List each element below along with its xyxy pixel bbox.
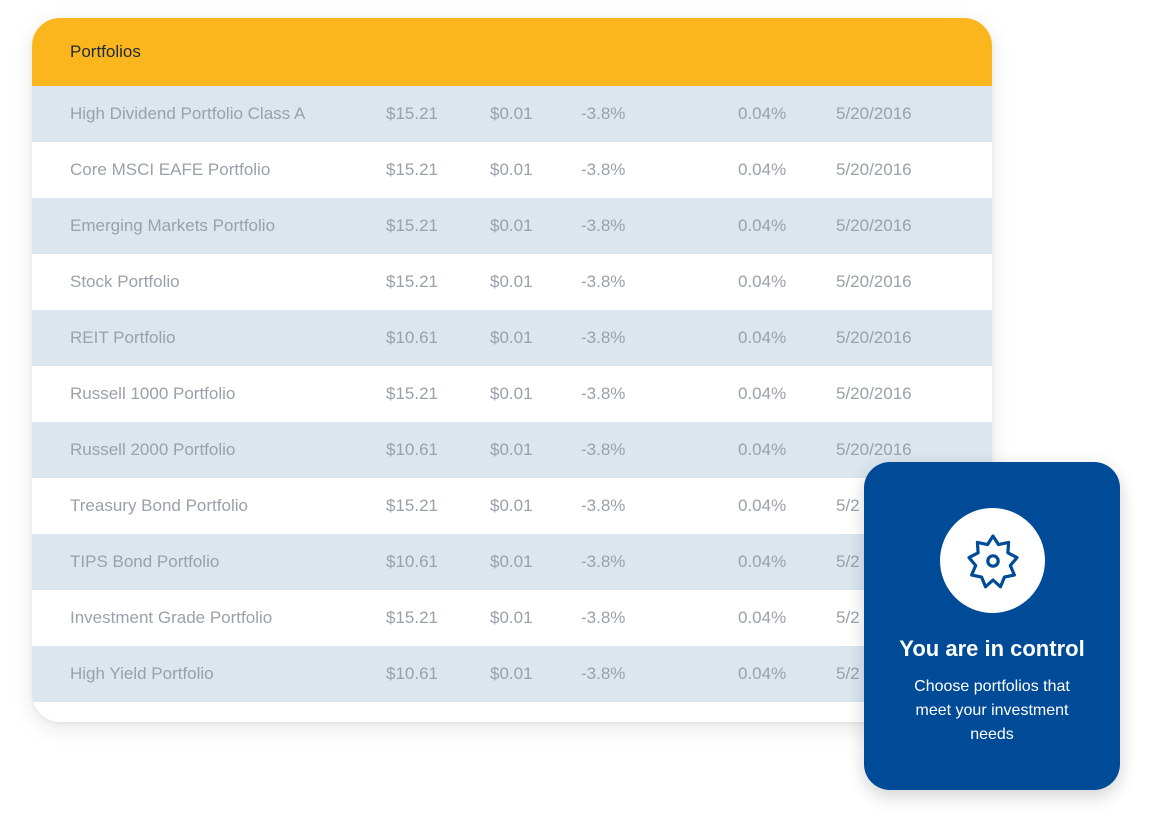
portfolio-date: 5/2 — [836, 664, 860, 683]
portfolio-price: $15.21 — [386, 384, 438, 403]
portfolio-price: $10.61 — [386, 664, 438, 683]
table-row[interactable]: Treasury Bond Portfolio $15.21 $0.01 -3.… — [32, 478, 992, 534]
portfolio-name: Stock Portfolio — [70, 272, 180, 291]
portfolio-price: $15.21 — [386, 160, 438, 179]
portfolio-date: 5/20/2016 — [836, 384, 912, 403]
portfolio-change: $0.01 — [490, 104, 533, 123]
portfolio-date: 5/2 — [836, 608, 860, 627]
portfolio-name: REIT Portfolio — [70, 328, 176, 347]
portfolio-change: $0.01 — [490, 552, 533, 571]
portfolio-change: $0.01 — [490, 384, 533, 403]
portfolio-price: $15.21 — [386, 608, 438, 627]
portfolio-name: High Yield Portfolio — [70, 664, 214, 683]
portfolios-card: Portfolios High Dividend Portfolio Class… — [32, 18, 992, 722]
icon-circle — [940, 508, 1045, 613]
portfolio-percent-change: -3.8% — [581, 608, 626, 627]
portfolio-date: 5/20/2016 — [836, 328, 912, 347]
portfolio-date: 5/20/2016 — [836, 272, 912, 291]
portfolio-name: Emerging Markets Portfolio — [70, 216, 276, 235]
portfolios-table: High Dividend Portfolio Class A $15.21 $… — [32, 86, 992, 702]
portfolio-change: $0.01 — [490, 328, 533, 347]
control-promo-card: You are in control Choose portfolios tha… — [864, 462, 1120, 790]
portfolio-percent-change: -3.8% — [581, 440, 626, 459]
portfolio-name: TIPS Bond Portfolio — [70, 552, 220, 571]
table-row[interactable]: Stock Portfolio $15.21 $0.01 -3.8% 0.04%… — [32, 254, 992, 310]
portfolio-price: $15.21 — [386, 496, 438, 515]
portfolio-percent-change: -3.8% — [581, 104, 626, 123]
table-row[interactable]: Russell 1000 Portfolio $15.21 $0.01 -3.8… — [32, 366, 992, 422]
portfolio-yield: 0.04% — [738, 608, 787, 627]
portfolio-name: Investment Grade Portfolio — [70, 608, 273, 627]
portfolio-yield: 0.04% — [738, 440, 787, 459]
promo-title: You are in control — [899, 636, 1085, 661]
portfolio-date: 5/20/2016 — [836, 160, 912, 179]
portfolio-percent-change: -3.8% — [581, 272, 626, 291]
promo-description: Choose portfolios that meet your investm… — [914, 678, 1070, 743]
portfolio-price: $15.21 — [386, 104, 438, 123]
portfolio-name: Treasury Bond Portfolio — [70, 496, 248, 515]
portfolio-yield: 0.04% — [738, 384, 787, 403]
portfolio-name: Russell 1000 Portfolio — [70, 384, 236, 403]
portfolio-yield: 0.04% — [738, 160, 787, 179]
portfolio-name: Core MSCI EAFE Portfolio — [70, 160, 271, 179]
portfolio-change: $0.01 — [490, 496, 533, 515]
portfolio-change: $0.01 — [490, 608, 533, 627]
portfolio-percent-change: -3.8% — [581, 216, 626, 235]
portfolio-date: 5/20/2016 — [836, 216, 912, 235]
portfolio-yield: 0.04% — [738, 272, 787, 291]
portfolio-date: 5/2 — [836, 552, 860, 571]
portfolio-yield: 0.04% — [738, 104, 787, 123]
table-row[interactable]: Russell 2000 Portfolio $10.61 $0.01 -3.8… — [32, 422, 992, 478]
portfolio-yield: 0.04% — [738, 496, 787, 515]
portfolio-yield: 0.04% — [738, 552, 787, 571]
table-row[interactable]: REIT Portfolio $10.61 $0.01 -3.8% 0.04% … — [32, 310, 992, 366]
portfolio-price: $15.21 — [386, 216, 438, 235]
portfolios-header: Portfolios — [32, 18, 992, 86]
table-row[interactable]: TIPS Bond Portfolio $10.61 $0.01 -3.8% 0… — [32, 534, 992, 590]
portfolio-change: $0.01 — [490, 272, 533, 291]
portfolio-date: 5/20/2016 — [836, 104, 912, 123]
portfolio-percent-change: -3.8% — [581, 664, 626, 683]
table-row[interactable]: High Dividend Portfolio Class A $15.21 $… — [32, 86, 992, 142]
portfolio-yield: 0.04% — [738, 328, 787, 347]
portfolio-yield: 0.04% — [738, 664, 787, 683]
portfolios-title: Portfolios — [70, 42, 141, 61]
portfolio-percent-change: -3.8% — [581, 496, 626, 515]
portfolio-price: $10.61 — [386, 440, 438, 459]
portfolio-date: 5/20/2016 — [836, 440, 912, 459]
portfolio-date: 5/2 — [836, 496, 860, 515]
table-row[interactable]: Emerging Markets Portfolio $15.21 $0.01 … — [32, 198, 992, 254]
portfolio-percent-change: -3.8% — [581, 160, 626, 179]
portfolio-name: High Dividend Portfolio Class A — [70, 104, 306, 123]
table-row[interactable]: Investment Grade Portfolio $15.21 $0.01 … — [32, 590, 992, 646]
portfolio-price: $15.21 — [386, 272, 438, 291]
table-row[interactable]: High Yield Portfolio $10.61 $0.01 -3.8% … — [32, 646, 992, 702]
portfolio-percent-change: -3.8% — [581, 384, 626, 403]
portfolio-yield: 0.04% — [738, 216, 787, 235]
portfolio-price: $10.61 — [386, 552, 438, 571]
portfolio-change: $0.01 — [490, 664, 533, 683]
portfolio-percent-change: -3.8% — [581, 328, 626, 347]
table-row[interactable]: Core MSCI EAFE Portfolio $15.21 $0.01 -3… — [32, 142, 992, 198]
gear-icon — [966, 533, 1019, 588]
portfolio-change: $0.01 — [490, 160, 533, 179]
portfolio-name: Russell 2000 Portfolio — [70, 440, 236, 459]
portfolio-price: $10.61 — [386, 328, 438, 347]
portfolio-change: $0.01 — [490, 216, 533, 235]
portfolio-change: $0.01 — [490, 440, 533, 459]
portfolio-percent-change: -3.8% — [581, 552, 626, 571]
